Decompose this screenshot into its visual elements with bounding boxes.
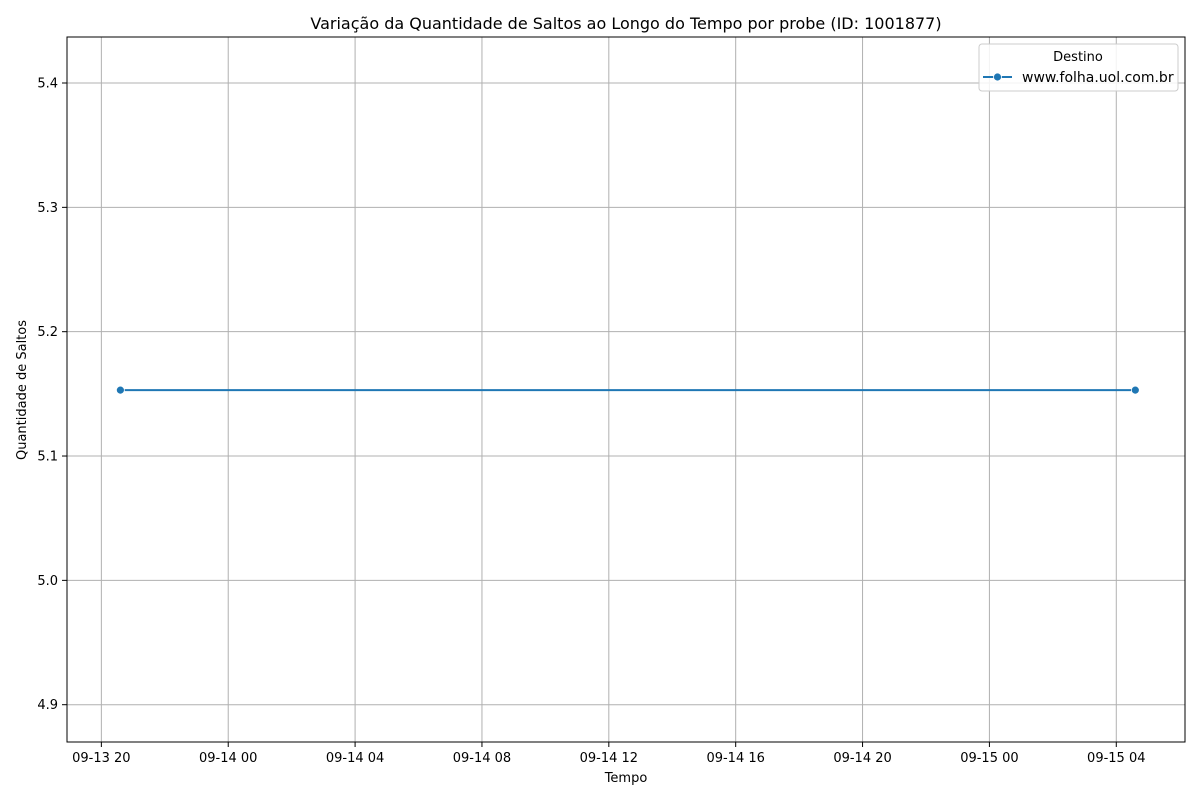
- legend-box: [978, 43, 1179, 92]
- y-tick-label: 5.1: [37, 450, 58, 465]
- y-axis-title: Quantidade de Saltos: [15, 320, 30, 460]
- data-point: [115, 385, 125, 395]
- y-axis: 4.9 5.0 5.1 5.2 5.3 5.4: [37, 77, 67, 713]
- x-tick-label: 09-13 20: [72, 751, 130, 766]
- x-tick-label: 09-14 04: [326, 751, 384, 766]
- x-tick-label: 09-14 12: [580, 751, 638, 766]
- legend-title: Destino: [1053, 50, 1103, 65]
- plot-frame: [66, 36, 1186, 743]
- x-tick-label: 09-14 16: [706, 751, 764, 766]
- legend-entries: www.folha.uol.com.br: [983, 70, 1174, 86]
- series-layer: [115, 385, 1140, 395]
- x-tick-label: 09-14 20: [833, 751, 891, 766]
- data-point: [1130, 385, 1140, 395]
- y-tick-label: 5.2: [37, 325, 58, 340]
- x-tick-label: 09-14 00: [199, 751, 257, 766]
- chart-title: Variação da Quantidade de Saltos ao Long…: [310, 14, 941, 33]
- x-tick-label: 09-15 00: [960, 751, 1018, 766]
- y-tick-label: 4.9: [37, 698, 58, 713]
- y-tick-label: 5.0: [37, 574, 58, 589]
- x-tick-label: 09-15 04: [1087, 751, 1145, 766]
- x-axis-title: Tempo: [604, 771, 648, 786]
- x-axis: 09-13 20 09-14 00 09-14 04 09-14 08 09-14 12…: [72, 742, 1146, 766]
- y-tick-label: 5.4: [37, 77, 58, 92]
- x-tick-label: 09-14 08: [453, 751, 511, 766]
- y-tick-label: 5.3: [37, 201, 58, 216]
- legend: Destino www.folha.uol.com.br: [978, 43, 1179, 92]
- legend-marker-swatch: [993, 72, 1002, 82]
- legend-label: www.folha.uol.com.br: [1022, 70, 1174, 86]
